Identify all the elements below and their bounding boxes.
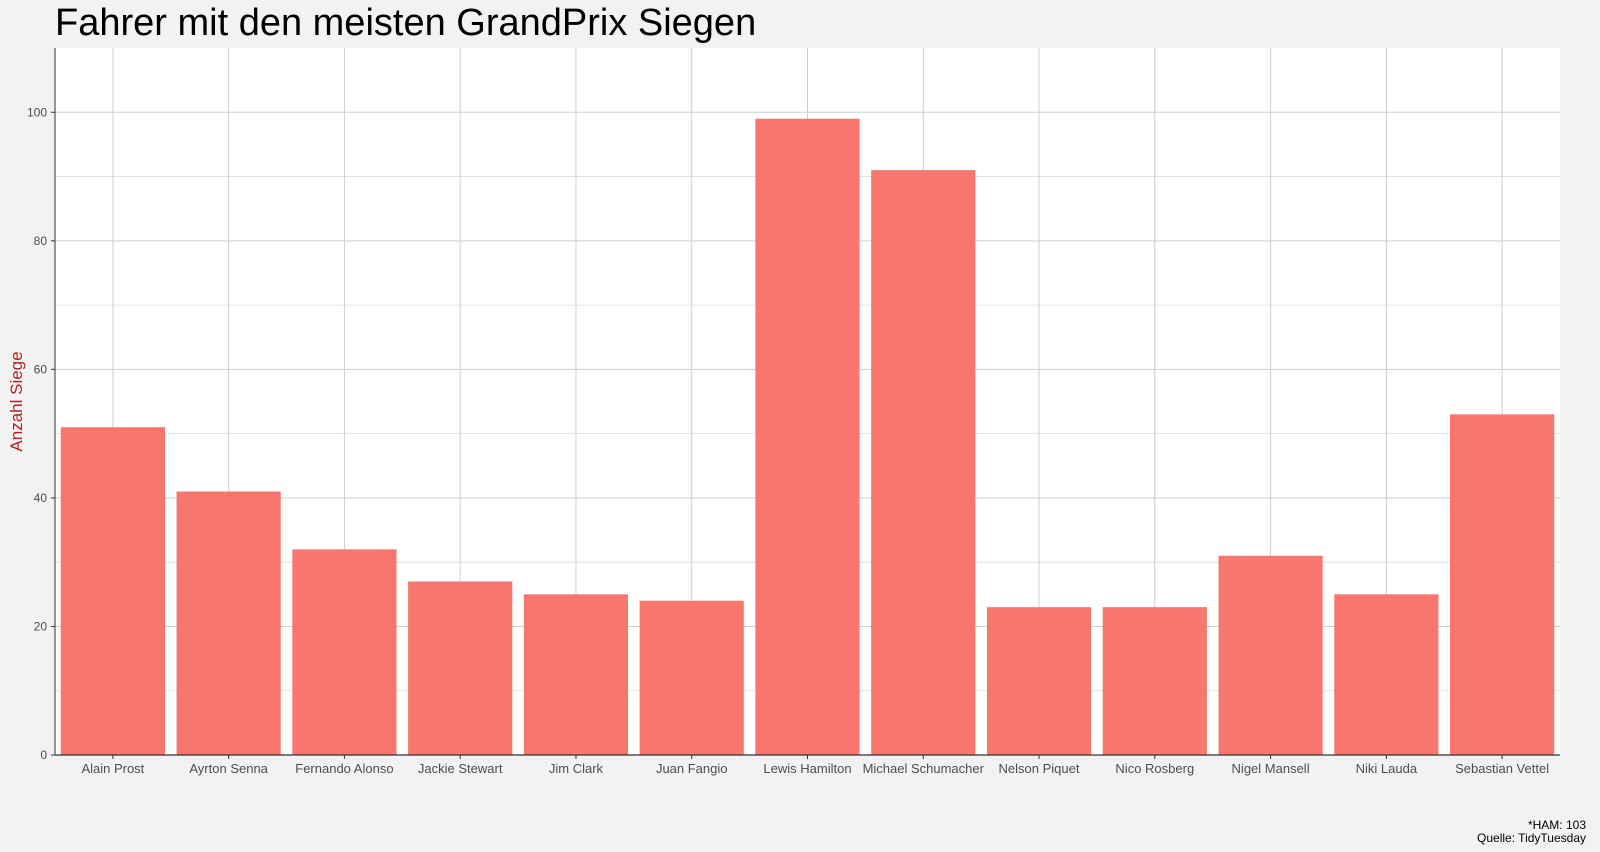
bar [986, 607, 1092, 755]
bar [176, 491, 281, 755]
bar [1450, 414, 1555, 755]
x-tick-label: Juan Fangio [656, 761, 728, 776]
y-tick-label: 0 [40, 748, 47, 762]
y-tick-label: 60 [34, 362, 48, 376]
x-tick-label: Lewis Hamilton [763, 761, 851, 776]
bar [871, 170, 976, 756]
y-tick-label: 80 [34, 234, 48, 248]
bar [60, 427, 165, 755]
y-axis-title: Anzahl Siege [7, 351, 26, 451]
bar [1102, 607, 1207, 755]
bar [408, 581, 513, 755]
x-tick-label: Sebastian Vettel [1455, 761, 1549, 776]
bar [1334, 594, 1439, 755]
x-tick-label: Alain Prost [81, 761, 144, 776]
x-tick-label: Nelson Piquet [999, 761, 1080, 776]
x-tick-label: Nigel Mansell [1232, 761, 1310, 776]
x-tick-label: Michael Schumacher [863, 761, 985, 776]
caption-ham-note: *HAM: 103 [1527, 818, 1586, 832]
y-tick-label: 20 [34, 619, 48, 633]
x-tick-label: Ayrton Senna [189, 761, 268, 776]
y-tick-label: 40 [34, 491, 48, 505]
caption-source: Quelle: TidyTuesday [1477, 831, 1586, 845]
chart-title: Fahrer mit den meisten GrandPrix Siegen [55, 2, 757, 44]
bar [523, 594, 629, 755]
x-tick-label: Jim Clark [549, 761, 604, 776]
x-tick-label: Jackie Stewart [418, 761, 503, 776]
bar [292, 549, 397, 755]
y-tick-label: 100 [27, 105, 47, 119]
bar [639, 600, 744, 755]
x-tick-label: Nico Rosberg [1115, 761, 1194, 776]
x-tick-label: Fernando Alonso [295, 761, 393, 776]
bar [755, 118, 860, 755]
x-tick-label: Niki Lauda [1356, 761, 1418, 776]
bar [1218, 555, 1323, 755]
